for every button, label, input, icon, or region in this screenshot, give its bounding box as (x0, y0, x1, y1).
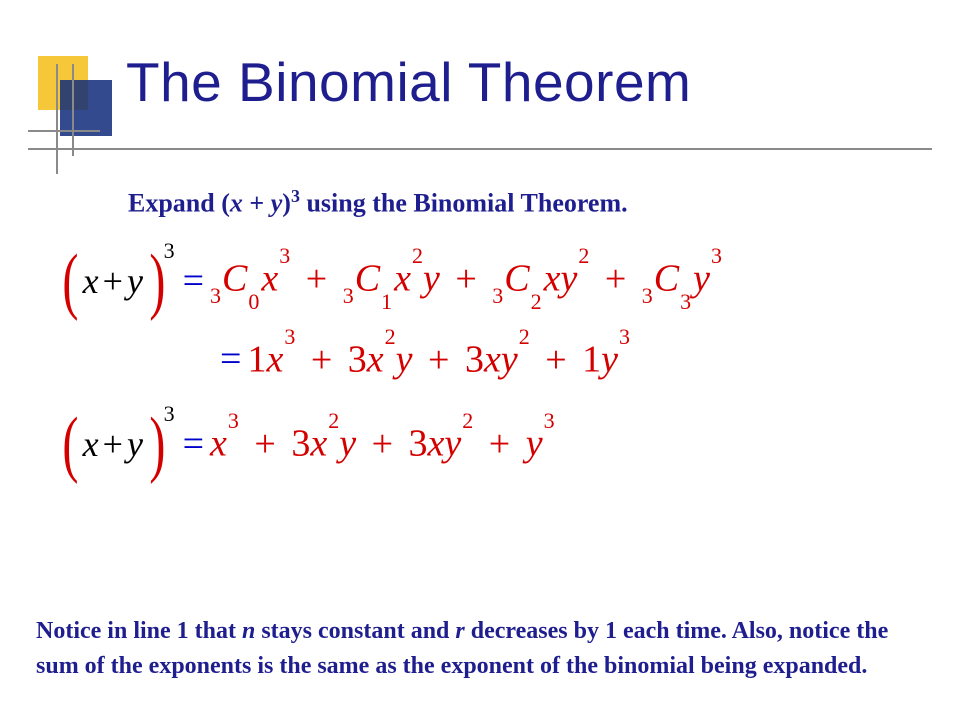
r3t2ex: 2 (328, 408, 339, 433)
r3t4y: y (526, 423, 543, 465)
p1c: + (605, 258, 626, 300)
r2t3x: x (484, 339, 501, 381)
t1-c: C (222, 258, 247, 300)
t2-pre: 3 (343, 283, 354, 308)
t2-sub: 1 (381, 289, 392, 314)
r2t2x: x (367, 339, 384, 381)
lhs-plus-3: + (101, 426, 125, 462)
r2t1: 1 (247, 339, 266, 381)
t3-c: C (504, 258, 529, 300)
r2t2: 3 (348, 339, 367, 381)
eq-3: = (183, 425, 204, 463)
p3a: + (254, 423, 275, 465)
t4-c: C (654, 258, 679, 300)
p3b: + (372, 423, 393, 465)
r2t2ex: 2 (385, 324, 396, 349)
lhs-plus-1: + (101, 263, 125, 299)
t3-sub: 2 (531, 289, 542, 314)
t3-ey: 2 (578, 243, 589, 268)
lparen-3: ( (62, 407, 78, 481)
note-n: n (242, 618, 255, 644)
t2-x: x (394, 258, 411, 300)
instr-exp: 3 (291, 186, 300, 206)
r3t3ey: 2 (462, 408, 473, 433)
instr-x: x (230, 189, 243, 218)
p2c: + (545, 339, 566, 381)
rhs-3: x3 + 3x2y + 3xy2 + y3 (210, 424, 555, 463)
t4-sub: 3 (680, 289, 691, 314)
t3-x: x (544, 258, 561, 300)
r3t1e: 3 (228, 408, 239, 433)
lparen-1: ( (62, 244, 78, 318)
math-row-1: ( x + y ) 3 = 3C0x3 + 3C1x2y + 3C2xy2 + … (58, 244, 938, 318)
r2t3y: y (501, 339, 518, 381)
rhs-2: 1x3 + 3x2y + 3xy2 + 1y3 (247, 340, 630, 379)
r3t2y: y (339, 423, 356, 465)
t4-y: y (693, 258, 710, 300)
rhs-1: 3C0x3 + 3C1x2y + 3C2xy2 + 3C3y3 (210, 259, 722, 303)
r2t2y: y (396, 339, 413, 381)
note-p2: stays constant and (255, 618, 455, 644)
r3t3: 3 (409, 423, 428, 465)
square-navy (60, 80, 112, 136)
footer-note: Notice in line 1 that n stays constant a… (36, 614, 926, 684)
t1-x: x (261, 258, 278, 300)
rule-long-h (28, 148, 932, 150)
p1b: + (455, 258, 476, 300)
r3t4ey: 3 (544, 408, 555, 433)
title-box: The Binomial Theorem (126, 50, 886, 134)
r2t4y: y (601, 339, 618, 381)
t3-y: y (560, 258, 577, 300)
instr-close: ) (282, 189, 291, 218)
r3t3y: y (444, 423, 461, 465)
t1-sub: 0 (248, 289, 259, 314)
t2-y: y (423, 258, 440, 300)
page-title: The Binomial Theorem (126, 50, 886, 114)
r2t1x: x (266, 339, 283, 381)
instr-plus: + (243, 189, 271, 218)
r3t3x: x (428, 423, 445, 465)
r2t4ey: 3 (619, 324, 630, 349)
lhs-y-3: y (125, 426, 145, 462)
slide: The Binomial Theorem Expand (x + y)3 usi… (0, 0, 960, 720)
rule-v-2 (72, 64, 74, 156)
instr-lead: Expand ( (128, 189, 230, 218)
note-p1: Notice in line 1 that (36, 618, 242, 644)
instruction-line: Expand (x + y)3 using the Binomial Theor… (128, 186, 628, 219)
r3t2x: x (310, 423, 327, 465)
t3-pre: 3 (492, 283, 503, 308)
lhs-x-3: x (81, 426, 101, 462)
instr-tail: using the Binomial Theorem. (300, 189, 628, 218)
eq-2: = (220, 340, 241, 378)
lhs-y-1: y (125, 263, 145, 299)
math-area: ( x + y ) 3 = 3C0x3 + 3C1x2y + 3C2xy2 + … (58, 244, 938, 503)
instr-y: y (271, 189, 283, 218)
t4-ey: 3 (711, 243, 722, 268)
p2b: + (428, 339, 449, 381)
math-row-2: = 1x3 + 3x2y + 3xy2 + 1y3 (58, 340, 938, 379)
lhs-exp-3: 3 (164, 403, 175, 425)
t2-c: C (355, 258, 380, 300)
r2t3ey: 2 (519, 324, 530, 349)
t1-e: 3 (279, 243, 290, 268)
r3t2: 3 (291, 423, 310, 465)
t4-pre: 3 (642, 283, 653, 308)
rule-short-h (28, 130, 100, 132)
t2-ex: 2 (412, 243, 423, 268)
r2t4: 1 (582, 339, 601, 381)
lhs-exp-1: 3 (164, 240, 175, 262)
note-r: r (455, 618, 464, 644)
eq-1: = (183, 262, 204, 300)
p1a: + (306, 258, 327, 300)
lhs-x-1: x (81, 263, 101, 299)
r3t1x: x (210, 423, 227, 465)
t1-pre: 3 (210, 283, 221, 308)
p3c: + (489, 423, 510, 465)
r2t3: 3 (465, 339, 484, 381)
math-row-3: ( x + y ) 3 = x3 + 3x2y + 3xy2 + y3 (58, 407, 938, 481)
r2t1e: 3 (284, 324, 295, 349)
p2a: + (311, 339, 332, 381)
rule-v-1 (56, 64, 58, 174)
